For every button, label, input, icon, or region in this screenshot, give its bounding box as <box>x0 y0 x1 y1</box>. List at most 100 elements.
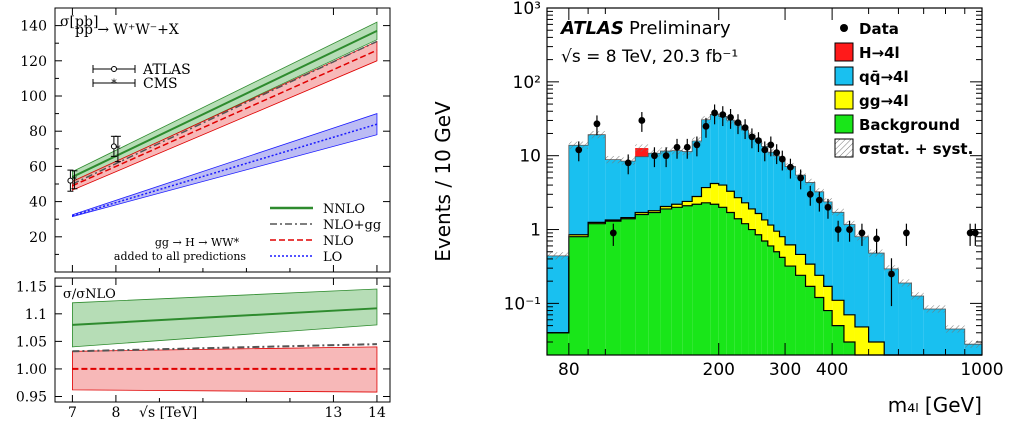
data-point <box>575 146 583 154</box>
legend-label-lo: LO <box>323 250 342 265</box>
bar-qq <box>748 135 756 209</box>
bar-qq <box>648 153 661 211</box>
bar-background <box>547 332 569 355</box>
upper-band-nnlo <box>72 21 378 183</box>
upper-y-tick-label: 120 <box>20 54 47 70</box>
data-point <box>858 229 866 237</box>
note-line-2: added to all predictions <box>114 250 246 263</box>
bar-gg <box>823 286 833 311</box>
bar-gg <box>795 254 806 276</box>
bar-background <box>648 212 661 355</box>
bar-background <box>805 286 815 355</box>
legend-label-nlo: NLO <box>323 234 354 249</box>
bar-gg <box>767 225 774 246</box>
data-point <box>727 114 734 121</box>
data-point <box>693 141 701 149</box>
bar-qq <box>726 120 735 192</box>
chart-title-atlas: ATLAS <box>559 18 624 39</box>
data-point <box>638 117 646 124</box>
bar-qq <box>701 119 711 188</box>
x-tick-label: 300 <box>769 360 801 380</box>
legend-swatch-gg-4l <box>834 90 854 110</box>
bar-gg <box>785 244 796 267</box>
bar-gg <box>682 201 693 206</box>
upper-y-axis-title: σ[pb] <box>60 14 98 30</box>
bar-background <box>605 221 621 355</box>
bar-gg <box>779 236 786 258</box>
bar-gg <box>701 187 711 203</box>
bar-qq <box>785 166 796 245</box>
legend-swatch-uncertainty <box>834 138 854 158</box>
upper-y-tick-label: 40 <box>29 195 47 211</box>
bar-background <box>795 275 806 355</box>
data-point <box>609 229 617 237</box>
data-point <box>748 133 756 141</box>
data-point <box>971 229 979 237</box>
bar-qq <box>682 151 693 202</box>
bar-gg <box>832 300 844 326</box>
bar-qq <box>660 151 672 207</box>
data-point <box>767 141 775 149</box>
bar-background <box>761 240 768 355</box>
data-point <box>966 229 974 237</box>
x-tick-label: 1000 <box>960 360 1003 380</box>
data-point <box>834 226 842 233</box>
data-point <box>778 155 786 163</box>
bar-qq <box>923 308 946 355</box>
bar-background <box>773 251 780 355</box>
bar-qq <box>773 155 780 232</box>
upper-y-tick-label: 80 <box>29 124 47 140</box>
bar-qq <box>568 145 589 235</box>
bar-qq <box>795 175 806 255</box>
upper-y-tick-label: 140 <box>20 19 47 35</box>
bar-qq <box>964 344 982 355</box>
upper-band-nlo <box>72 40 378 191</box>
legend-marker-data <box>840 24 848 32</box>
bar-gg <box>671 204 683 208</box>
data-point <box>873 235 880 243</box>
four-lepton-mass-histogram: 10⁻¹ 1 10 10² 10³ 80 200 300 400 1000 Events / 10 … <box>430 0 1013 419</box>
bar-gg <box>568 234 589 237</box>
x-axis-title: √s [TeV] <box>139 405 197 419</box>
bar-qq <box>710 114 719 184</box>
data-point <box>651 152 658 160</box>
bar-qq <box>547 255 569 333</box>
bar-background <box>710 204 719 355</box>
data-point <box>761 146 769 154</box>
bar-background <box>692 204 702 355</box>
bar-gg <box>814 275 824 298</box>
chart-title-suffix: Preliminary <box>629 18 731 39</box>
bar-qq <box>605 159 621 220</box>
legend-swatch-qq-4l <box>834 66 854 86</box>
bar-background <box>748 229 756 355</box>
bar-gg <box>741 202 749 224</box>
x-tick-label: 200 <box>703 360 735 380</box>
legend-label-data: Data <box>859 20 899 38</box>
meas-legend-marker-star: * <box>111 77 117 90</box>
legend-label-nnlo: NNLO <box>323 202 365 217</box>
legend-swatch-h-4l <box>834 42 854 62</box>
bar-qq <box>843 224 855 315</box>
data-point <box>787 163 794 171</box>
note-line-1: gg → H → WW* <box>155 236 240 249</box>
plot-frame <box>546 7 983 356</box>
bar-qq <box>755 141 762 214</box>
theory-cross-section-chart: 20 40 60 80 100 120 140 7 8 13 14 √s [TeV] σ[pb] pp →… <box>0 0 400 421</box>
bar-background <box>741 223 749 355</box>
x-tick-label: 400 <box>816 360 848 380</box>
bar-background <box>843 341 855 355</box>
meas-legend-label: ATLAS <box>142 62 191 78</box>
bar-qq <box>734 124 742 198</box>
bar-gg <box>710 183 719 205</box>
x-tick-label: 13 <box>325 405 343 419</box>
bar-gg <box>588 222 606 224</box>
upper-line-nlo <box>72 49 378 187</box>
bar-gg <box>635 212 649 215</box>
bar-background <box>814 297 824 355</box>
legend-label-background: Background <box>859 116 960 134</box>
lower-band-nnlo <box>72 288 378 348</box>
lower-y-tick-label: 1.1 <box>25 307 47 323</box>
data-point <box>683 143 691 151</box>
bar-background <box>832 325 844 355</box>
bar-gg <box>805 264 815 287</box>
